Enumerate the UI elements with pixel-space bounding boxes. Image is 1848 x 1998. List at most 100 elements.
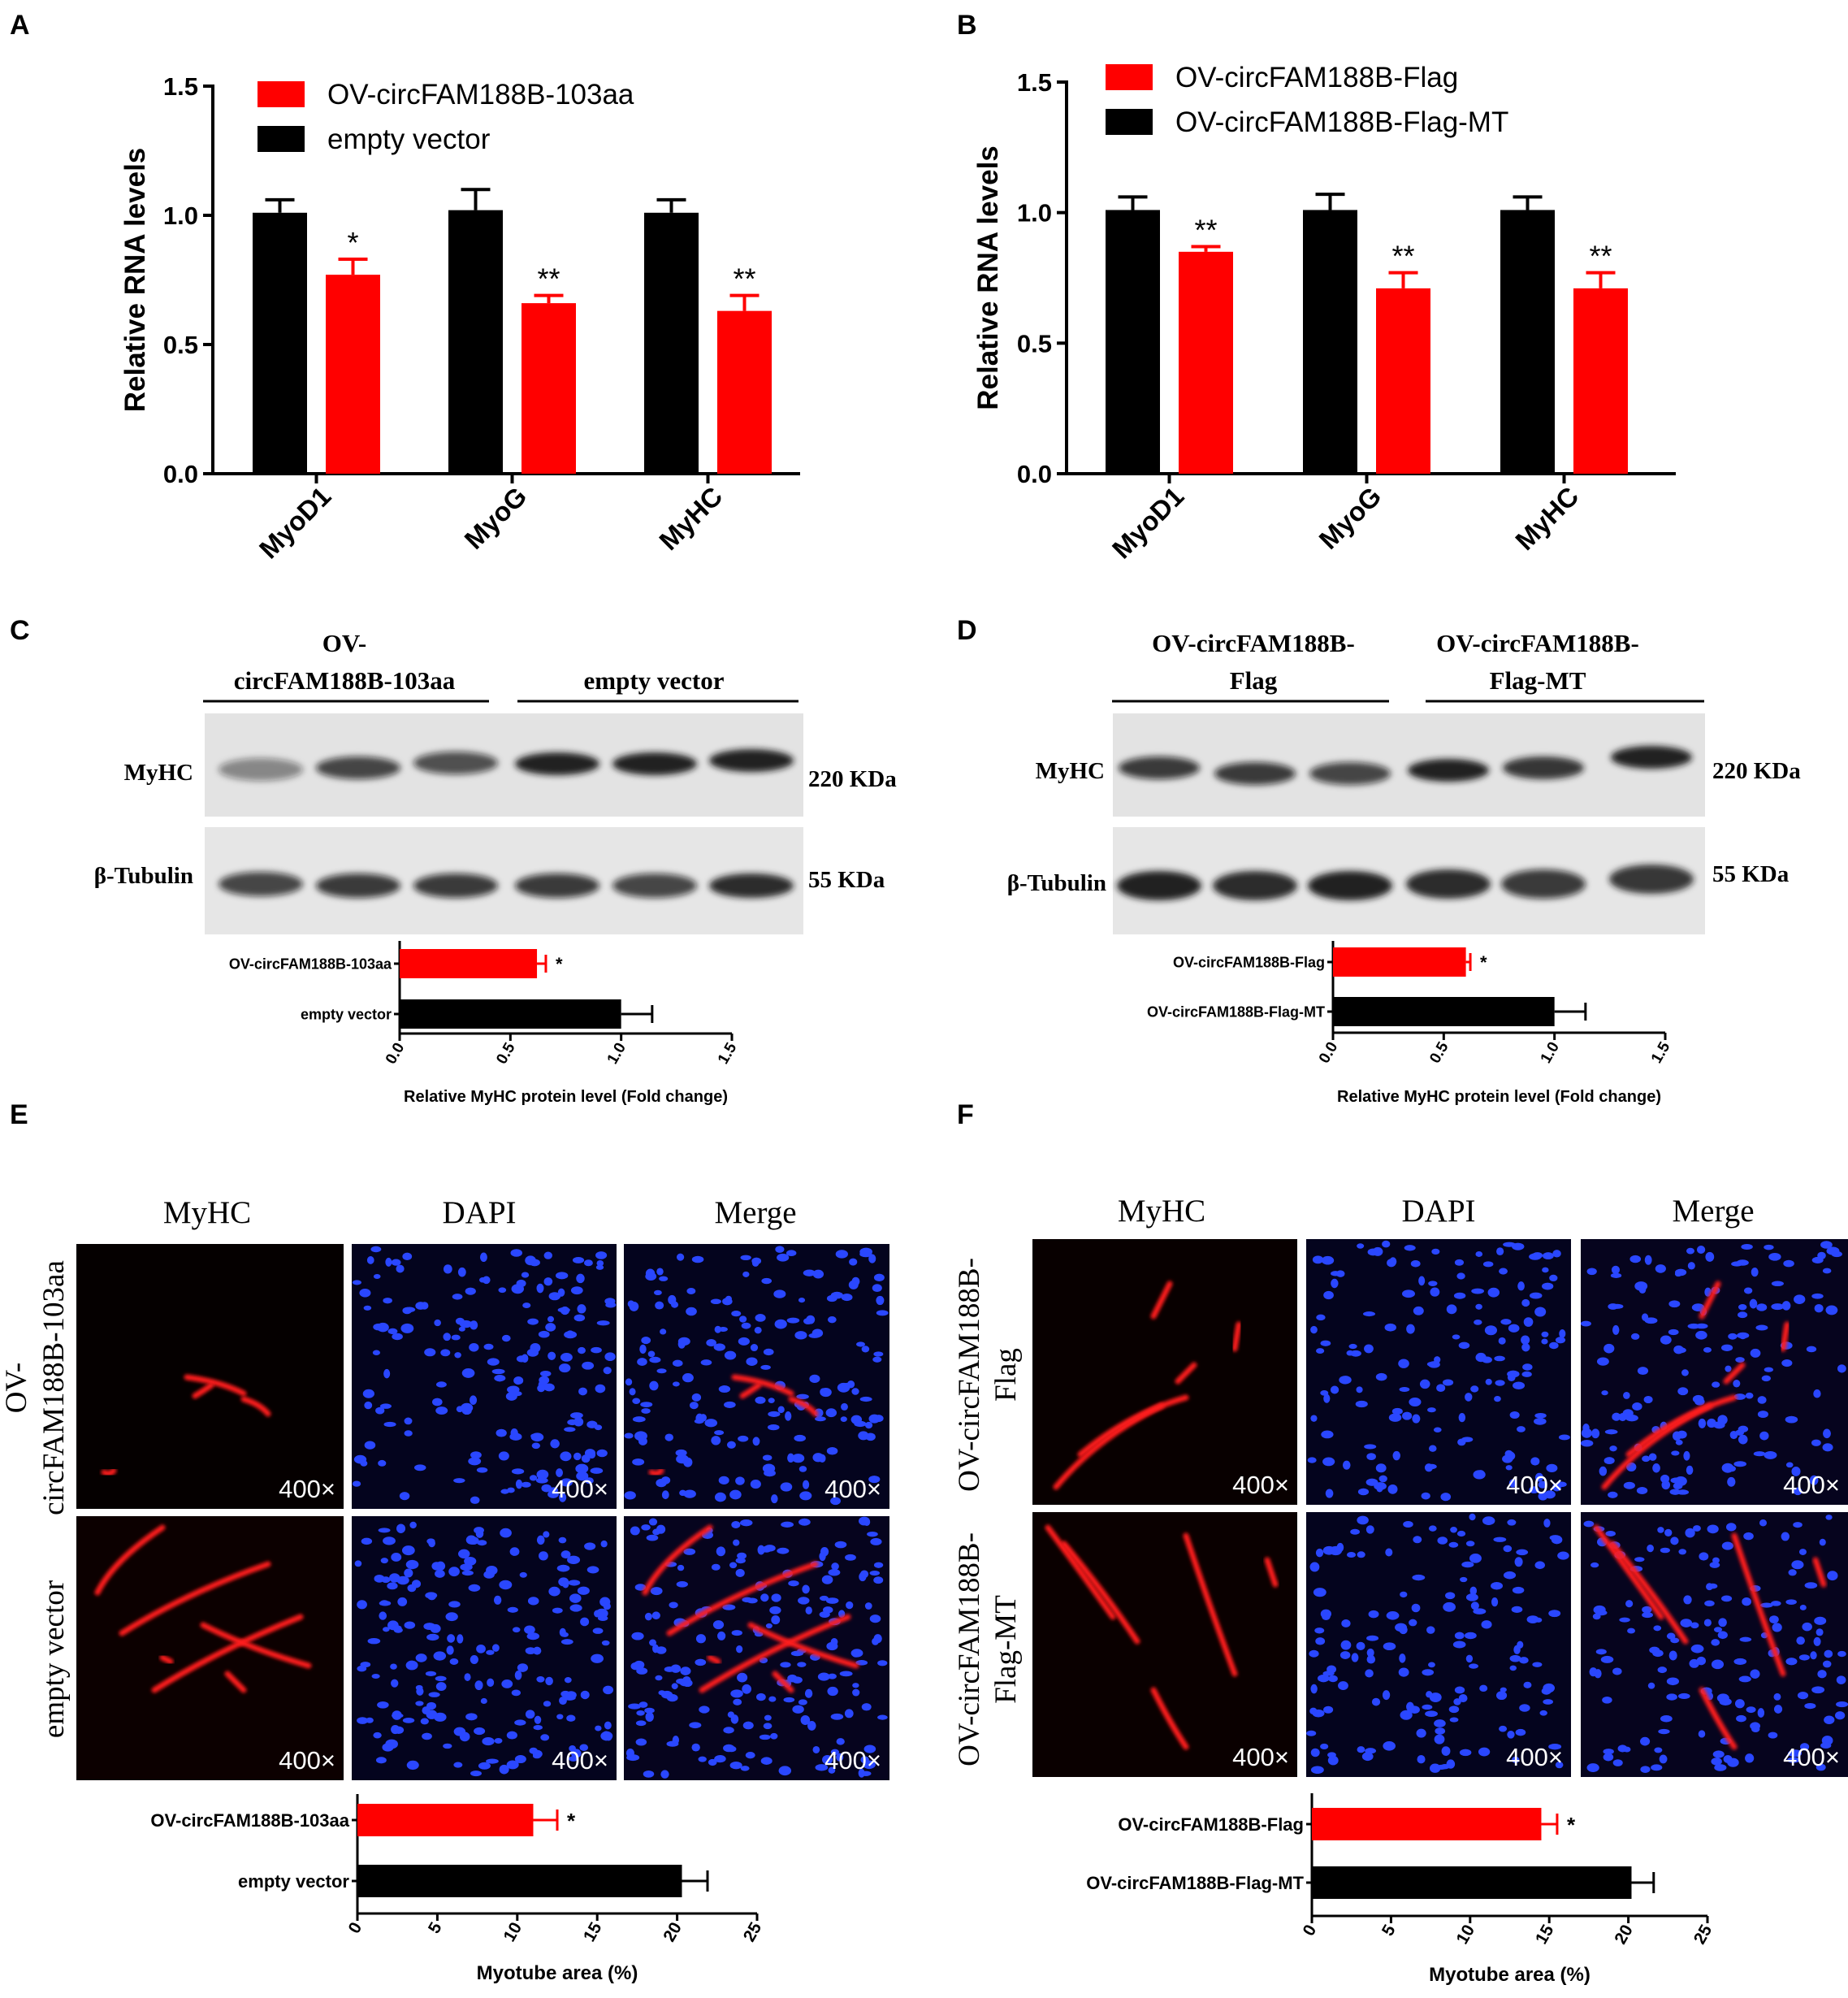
if-e-tile-r1-merge-nucleus — [854, 1420, 867, 1428]
if-e-tile-r2-merge-nucleus — [863, 1744, 876, 1753]
if-f-tile-r1-merge-nucleus — [1675, 1268, 1687, 1276]
if-e-tile-r2-merge-nucleus — [676, 1580, 688, 1588]
if-e-tile-r2-merge-nucleus — [819, 1611, 830, 1618]
if-f-tile-r2-merge-nucleus — [1711, 1639, 1720, 1646]
if-e-tile-r2-dapi-nucleus — [458, 1549, 470, 1559]
if-f-tile-r2-merge-nucleus — [1759, 1519, 1768, 1527]
if-e-tile-r2-merge-nucleus — [778, 1766, 792, 1776]
if-f-tile-r2-merge-nucleus — [1816, 1628, 1824, 1636]
if-e-tile-r2-dapi-nucleus — [595, 1725, 602, 1731]
if-e-tile-r1-dapi-nucleus — [513, 1391, 522, 1397]
if-e-tile-r2-dapi-nucleus — [449, 1658, 459, 1665]
if-e-tile-r1-merge-nucleus — [841, 1294, 853, 1302]
wb-c-band — [413, 752, 498, 774]
if-e-tile-r2-dapi-nucleus — [357, 1717, 369, 1724]
if-f-tile-r1-dapi-nucleus — [1503, 1242, 1516, 1247]
if-e-tile-r1-merge-nucleus — [864, 1421, 873, 1429]
if-e-tile-r2-merge-nucleus — [636, 1710, 645, 1716]
if-f-tile-r2-merge-nucleus — [1822, 1660, 1832, 1668]
if-f-tile-r2-dapi-nucleus — [1400, 1591, 1408, 1598]
western-blot-d: OV-circFAM188B- Flag OV-circFAM188B- Fla… — [1007, 629, 1801, 934]
chart-b-bar — [1500, 210, 1555, 474]
if-f-tile-r2-merge-nucleus — [1713, 1627, 1722, 1632]
if-e-tile-r1-dapi-nucleus — [396, 1264, 405, 1273]
if-e-tile-r1-merge-nucleus — [661, 1490, 669, 1500]
if-f-tile-r2-dapi-nucleus — [1320, 1743, 1329, 1750]
if-f-tile-r2-myhc-myotube — [1183, 1532, 1238, 1677]
chart-b-y-tick-label: 0.0 — [1017, 460, 1052, 488]
if-e-tile-r1-dapi-nucleus — [373, 1273, 381, 1280]
wb-d-size-55: 55 KDa — [1712, 861, 1790, 887]
if-f-tile-r2-dapi-nucleus — [1461, 1561, 1474, 1568]
if-e-tile-r1-merge-nucleus — [624, 1432, 634, 1439]
if-e-tile-r2-dapi-nucleus — [423, 1623, 436, 1631]
if-f-tile-r1-dapi-nucleus — [1406, 1324, 1415, 1334]
wb-c-band — [219, 872, 303, 896]
if-f-tile-r2-merge-nucleus — [1800, 1743, 1810, 1751]
if-e-tile-r1-merge-nucleus — [659, 1276, 669, 1281]
if-e-tile-r2-dapi-nucleus — [532, 1753, 542, 1759]
if-e-tile-r2-merge-nucleus — [699, 1705, 710, 1714]
if-e-tile-r1-myhc-myotube — [192, 1382, 214, 1399]
if-e-tile-r2-merge-nucleus — [742, 1721, 754, 1730]
if-f-tile-r1-dapi-nucleus — [1529, 1486, 1539, 1493]
if-e-tile-r1-dapi-nucleus — [383, 1368, 391, 1379]
if-e-tile-r2-dapi-nucleus — [409, 1521, 417, 1529]
if-f-tile-r2-dapi-nucleus — [1434, 1719, 1446, 1727]
if-f-tile-r2-merge-nucleus — [1799, 1605, 1807, 1610]
if-f-tile-r2-dapi-nucleus — [1448, 1705, 1460, 1714]
if-f-tile-r1-dapi-nucleus — [1534, 1472, 1543, 1482]
if-e-tile-r2-merge-nucleus — [680, 1680, 690, 1687]
panel-letter-b: B — [957, 10, 977, 41]
if-e-tile-r1-merge-nucleus — [677, 1337, 690, 1346]
if-f-tile-r1-dapi-nucleus — [1509, 1411, 1520, 1419]
if-e-tile-r2-dapi-nucleus — [426, 1633, 439, 1641]
if-f-tile-r2-dapi-nucleus — [1426, 1691, 1433, 1698]
if-f-tile-r1-dapi-nucleus — [1321, 1255, 1335, 1265]
if-f-tile-r2-merge-nucleus — [1709, 1562, 1720, 1568]
if-e-tile-r1-dapi-nucleus — [454, 1352, 461, 1359]
chart-a-bar — [717, 310, 772, 474]
if-panel-e: MyHC DAPI Merge OV- circFAM188B-103aa em… — [0, 1195, 889, 1780]
if-e-tile-r1-merge-nucleus — [649, 1380, 659, 1391]
if-f-tile-r2-merge-nucleus — [1785, 1599, 1797, 1605]
if-f-tile-r1-merge-nucleus — [1601, 1390, 1608, 1396]
if-e-tile-r2-merge-nucleus — [695, 1658, 707, 1666]
if-e-tile-r1-dapi-nucleus — [443, 1264, 452, 1274]
if-e-row1-line2: circFAM188B-103aa — [37, 1260, 71, 1515]
if-e-tile-r1-merge-nucleus — [699, 1414, 707, 1422]
if-f-tile-r2-dapi-nucleus — [1357, 1746, 1365, 1753]
if-f-tile-r2-dapi-nucleus — [1323, 1705, 1334, 1714]
if-f-tile-r1-dapi-nucleus — [1541, 1338, 1548, 1345]
if-e-tile-r2-merge-nucleus — [872, 1637, 879, 1645]
if-e-tile-r2-dapi-nucleus — [500, 1528, 512, 1538]
if-e-tile-r2-merge-nucleus — [764, 1714, 772, 1721]
if-f-tile-r1-merge-nucleus — [1604, 1429, 1618, 1435]
if-f-tile-r1-dapi-nucleus — [1310, 1415, 1318, 1422]
if-f-tile-r2-merge-nucleus — [1583, 1520, 1595, 1528]
if-e-tile-r1-dapi-nucleus — [364, 1401, 373, 1410]
if-e-tile-r2-merge-nucleus — [691, 1743, 700, 1752]
chart-a-legend-swatch — [258, 81, 305, 107]
if-e-tile-r2-dapi-nucleus — [480, 1697, 487, 1704]
if-f-tile-r2-dapi-nucleus — [1509, 1654, 1521, 1662]
chart-c-category-label: OV-circFAM188B-103aa — [229, 956, 392, 972]
if-e-tile-r1-merge-nucleus — [876, 1295, 885, 1306]
if-f-tile-r2-merge-nucleus — [1745, 1753, 1755, 1763]
if-f-images: 400× 400× 400× 400× 400× 400× — [1032, 1239, 1848, 1777]
if-f-tile-r1-dapi-nucleus — [1542, 1267, 1549, 1273]
if-f-tile-r2-merge-nucleus — [1685, 1528, 1695, 1538]
if-f-tile-r2-merge-nucleus — [1647, 1544, 1654, 1553]
if-e-tile-r2-dapi-nucleus — [404, 1568, 413, 1578]
if-e-tile-r1-dapi-nucleus — [603, 1367, 612, 1375]
if-f-tile-r2-dapi-nucleus — [1465, 1654, 1474, 1663]
if-f-tile-r2-merge-nucleus — [1594, 1669, 1602, 1679]
chart-c-bar — [400, 949, 538, 978]
if-e-tile-r2-dapi-nucleus — [470, 1654, 478, 1665]
if-e-tile-r1-merge-nucleus — [726, 1441, 736, 1449]
if-f-tile-r1-dapi-nucleus — [1470, 1385, 1479, 1393]
if-f-tile-r2-dapi-nucleus — [1503, 1571, 1517, 1580]
if-f-tile-r2-dapi-nucleus — [1366, 1635, 1379, 1641]
if-e-tile-r1-merge-nucleus — [676, 1454, 689, 1464]
if-e-tile-r1-merge-nucleus — [691, 1255, 704, 1263]
